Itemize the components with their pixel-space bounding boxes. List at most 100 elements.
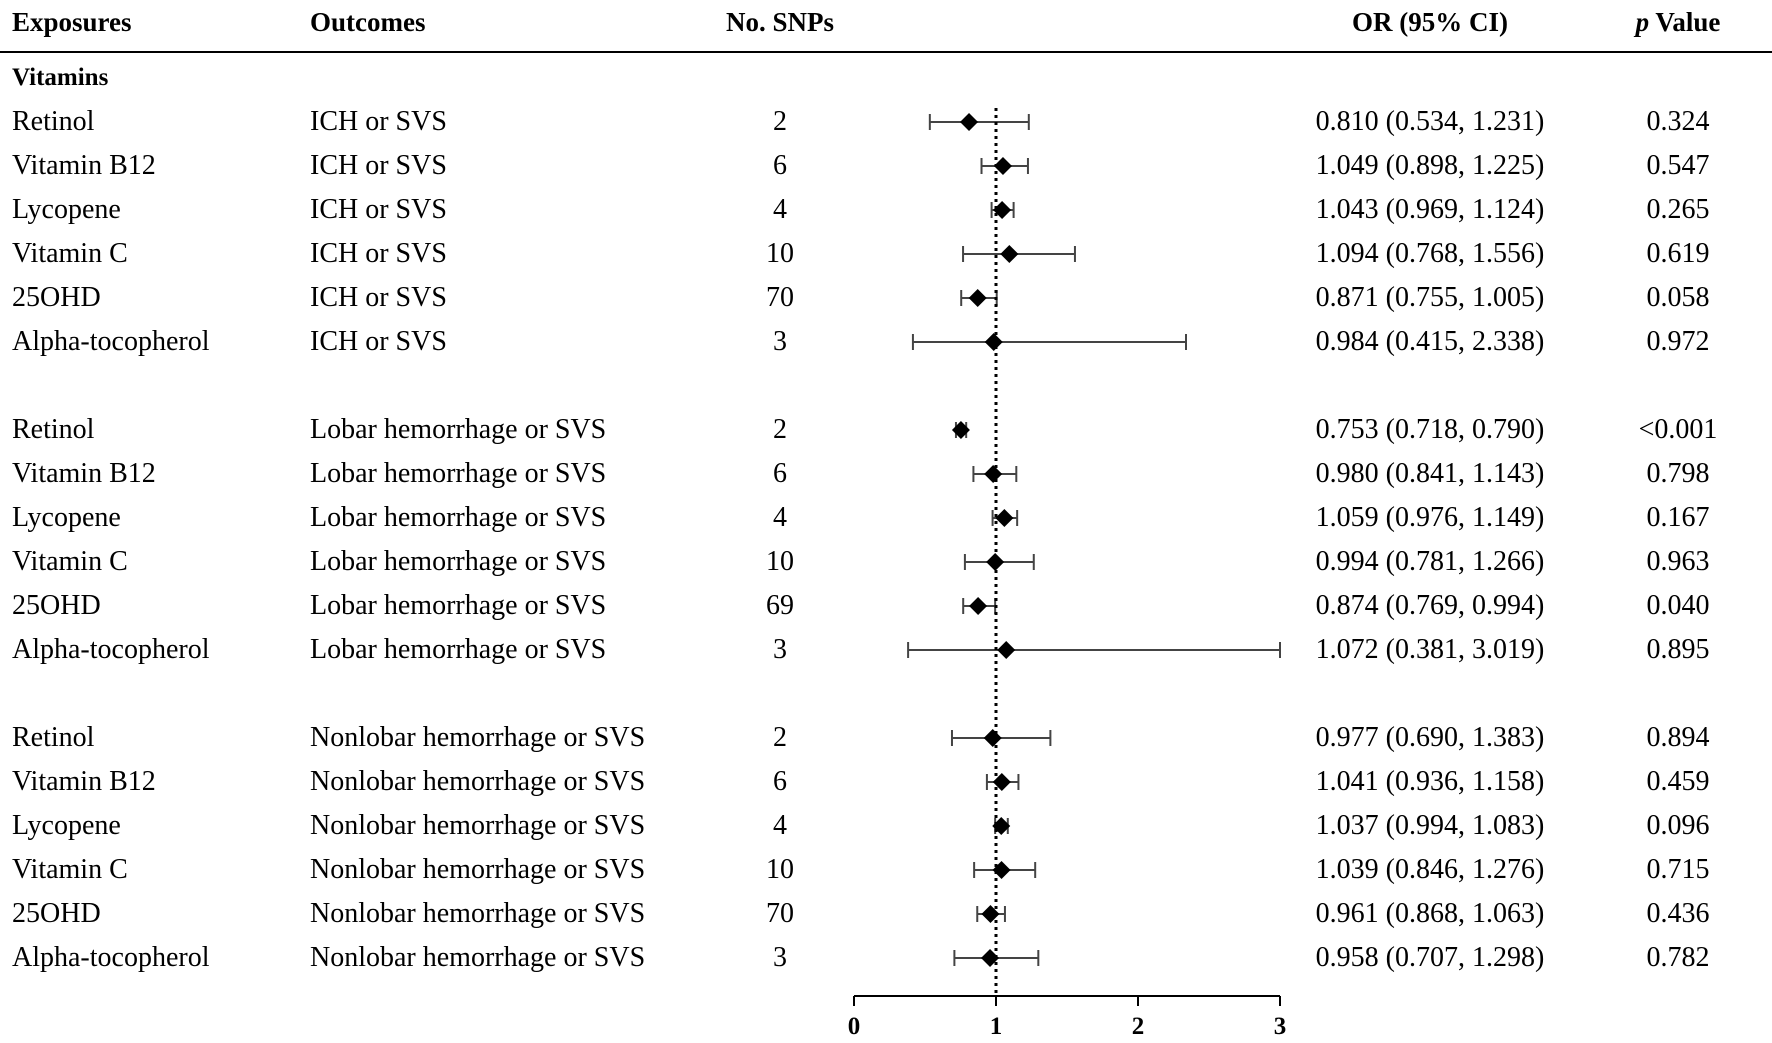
header-exposures: Exposures xyxy=(12,7,132,37)
or-point-marker xyxy=(992,773,1011,791)
table-row: Vitamin C Lobar hemorrhage or SVS 10 0.994 … xyxy=(0,542,1772,582)
x-tick-label: 2 xyxy=(1132,1013,1145,1040)
outcome-cell: Lobar hemorrhage or SVS xyxy=(310,634,607,665)
outcome-cell: ICH or SVS xyxy=(310,238,447,269)
or-point-marker xyxy=(960,113,979,131)
outcome-cell: Nonlobar hemorrhage or SVS xyxy=(310,810,646,841)
exposure-cell: Retinol xyxy=(12,722,95,753)
p-value-cell: 0.972 xyxy=(1646,326,1710,357)
table-row: Lycopene ICH or SVS 4 1.043 (0.969, 1.124) 0… xyxy=(0,190,1772,230)
snps-cell: 10 xyxy=(766,546,794,577)
p-value-cell: 0.715 xyxy=(1646,854,1710,885)
table-row: Vitamin B12 ICH or SVS 6 1.049 (0.898, 1.22… xyxy=(0,146,1772,186)
or-point-marker xyxy=(984,333,1003,351)
snps-cell: 70 xyxy=(766,898,794,929)
or-ci-cell: 0.810 (0.534, 1.231) xyxy=(1315,106,1545,137)
table-row: Lycopene Nonlobar hemorrhage or SVS 4 1.037… xyxy=(0,806,1772,846)
outcome-cell: Nonlobar hemorrhage or SVS xyxy=(310,722,646,753)
table-row: Retinol Lobar hemorrhage or SVS 2 0.753 (0.… xyxy=(0,410,1772,450)
table-row: Lycopene Lobar hemorrhage or SVS 4 1.059 (0… xyxy=(0,498,1772,538)
p-value-cell: 0.040 xyxy=(1646,590,1710,621)
exposure-cell: 25OHD xyxy=(12,898,101,929)
or-ci-cell: 1.072 (0.381, 3.019) xyxy=(1315,634,1545,665)
p-value-cell: 0.782 xyxy=(1646,942,1710,973)
exposure-cell: Lycopene xyxy=(12,194,121,225)
or-ci-cell: 1.049 (0.898, 1.225) xyxy=(1315,150,1545,181)
table-row: Retinol Nonlobar hemorrhage or SVS 2 0.977 … xyxy=(0,718,1772,758)
p-value-cell: 0.963 xyxy=(1646,546,1710,577)
exposure-cell: Vitamin C xyxy=(12,854,128,885)
outcome-cell: Lobar hemorrhage or SVS xyxy=(310,546,607,577)
or-point-marker xyxy=(995,509,1014,527)
snps-cell: 2 xyxy=(773,722,787,753)
outcome-cell: Nonlobar hemorrhage or SVS xyxy=(310,854,646,885)
p-value-cell: 0.547 xyxy=(1646,150,1710,181)
header-p-italic: p xyxy=(1635,7,1650,37)
outcome-cell: Nonlobar hemorrhage or SVS xyxy=(310,942,646,973)
or-ci-cell: 0.958 (0.707, 1.298) xyxy=(1315,942,1545,973)
table-row: Vitamin C Nonlobar hemorrhage or SVS 10 1.0… xyxy=(0,850,1772,890)
or-ci-cell: 1.094 (0.768, 1.556) xyxy=(1315,238,1545,269)
table-row: Alpha-tocopherol Lobar hemorrhage or SVS 3… xyxy=(0,630,1772,670)
or-point-marker xyxy=(997,641,1016,659)
x-tick-label: 1 xyxy=(990,1013,1003,1040)
snps-cell: 10 xyxy=(766,238,794,269)
p-value-cell: <0.001 xyxy=(1638,414,1718,445)
outcome-cell: Lobar hemorrhage or SVS xyxy=(310,458,607,489)
table-row: Vitamin B12 Lobar hemorrhage or SVS 6 0.980… xyxy=(0,454,1772,494)
table-row: 25OHD Lobar hemorrhage or SVS 69 0.874 (0.7… xyxy=(0,586,1772,626)
snps-cell: 2 xyxy=(773,414,787,445)
exposure-cell: Vitamin C xyxy=(12,238,128,269)
or-ci-cell: 0.984 (0.415, 2.338) xyxy=(1315,326,1545,357)
table-row: Vitamin C ICH or SVS 10 1.094 (0.768, 1.556… xyxy=(0,234,1772,274)
exposure-cell: Lycopene xyxy=(12,810,121,841)
header-rule xyxy=(0,51,1772,53)
or-point-marker xyxy=(986,553,1005,571)
or-ci-cell: 1.043 (0.969, 1.124) xyxy=(1315,194,1545,225)
or-point-marker xyxy=(992,861,1011,879)
outcome-cell: Lobar hemorrhage or SVS xyxy=(310,590,607,621)
p-value-cell: 0.058 xyxy=(1646,282,1710,313)
exposure-cell: Alpha-tocopherol xyxy=(12,634,210,665)
snps-cell: 69 xyxy=(766,590,794,621)
or-ci-cell: 0.874 (0.769, 0.994) xyxy=(1315,590,1545,621)
or-ci-cell: 1.039 (0.846, 1.276) xyxy=(1315,854,1545,885)
or-ci-cell: 0.980 (0.841, 1.143) xyxy=(1315,458,1545,489)
or-ci-cell: 0.994 (0.781, 1.266) xyxy=(1315,546,1545,577)
table-row: 25OHD ICH or SVS 70 0.871 (0.755, 1.005) 0.0… xyxy=(0,278,1772,318)
or-point-marker xyxy=(951,421,970,439)
snps-cell: 70 xyxy=(766,282,794,313)
outcome-cell: Lobar hemorrhage or SVS xyxy=(310,414,607,445)
snps-cell: 4 xyxy=(773,810,787,841)
snps-cell: 3 xyxy=(773,634,787,665)
exposure-cell: Vitamin B12 xyxy=(12,458,156,489)
table-row: Alpha-tocopherol Nonlobar hemorrhage or S… xyxy=(0,938,1772,978)
snps-cell: 4 xyxy=(773,502,787,533)
header-p-value: p Value xyxy=(1612,4,1744,40)
snps-cell: 6 xyxy=(773,766,787,797)
or-point-marker xyxy=(968,289,987,307)
exposure-cell: Vitamin C xyxy=(12,546,128,577)
table-row: Retinol ICH or SVS 2 0.810 (0.534, 1.231) 0.… xyxy=(0,102,1772,142)
header-snps: No. SNPs xyxy=(725,7,834,37)
header-p-rest: Value xyxy=(1649,7,1721,37)
exposure-cell: Lycopene xyxy=(12,502,121,533)
snps-cell: 4 xyxy=(773,194,787,225)
table-row: Alpha-tocopherol ICH or SVS 3 0.984 (0.415,… xyxy=(0,322,1772,362)
snps-cell: 2 xyxy=(773,106,787,137)
p-value-cell: 0.459 xyxy=(1646,766,1710,797)
exposure-cell: Alpha-tocopherol xyxy=(12,942,210,973)
p-value-cell: 0.324 xyxy=(1646,106,1710,137)
exposure-cell: Alpha-tocopherol xyxy=(12,326,210,357)
outcome-cell: ICH or SVS xyxy=(310,106,447,137)
table-row: Vitamin B12 Nonlobar hemorrhage or SVS 6 1.… xyxy=(0,762,1772,802)
exposure-cell: Retinol xyxy=(12,414,95,445)
outcome-cell: Lobar hemorrhage or SVS xyxy=(310,502,607,533)
or-point-marker xyxy=(993,157,1012,175)
x-tick-label: 3 xyxy=(1274,1013,1287,1040)
outcome-cell: ICH or SVS xyxy=(310,150,447,181)
header-or: OR (95% CI) xyxy=(1352,7,1508,37)
exposure-cell: Vitamin B12 xyxy=(12,766,156,797)
p-value-cell: 0.436 xyxy=(1646,898,1710,929)
p-value-cell: 0.798 xyxy=(1646,458,1710,489)
